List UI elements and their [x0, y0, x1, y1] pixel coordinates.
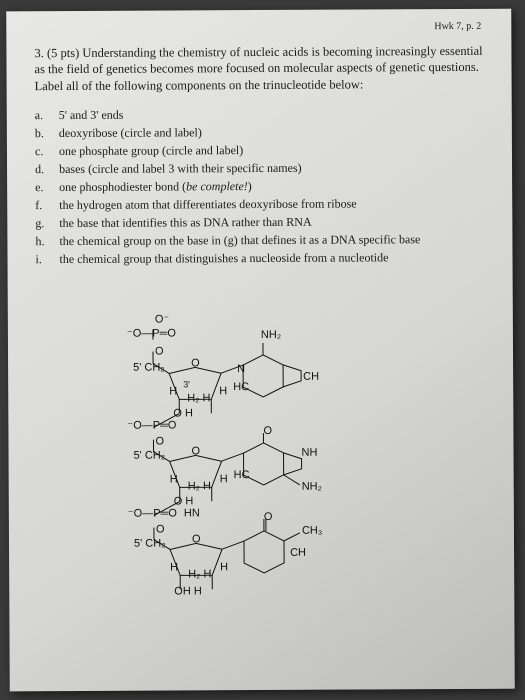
chem-base-ch: CH [303, 372, 319, 383]
item-label: g. [35, 214, 49, 232]
chem-h-pair-c: H₂ H [188, 569, 211, 580]
chem-nh: NH [302, 448, 318, 459]
item-label: c. [35, 142, 49, 160]
chem-phosphate3: ⁻O—P═O [128, 508, 177, 519]
chem-o: O [155, 347, 164, 358]
chem-h-right: H [219, 386, 227, 397]
item-text: one phosphate group (circle and label) [59, 141, 243, 160]
chem-base-n: N [237, 364, 245, 375]
chem-3prime: 3' [183, 380, 190, 389]
list-item: i. the chemical group that distinguishes … [35, 248, 484, 268]
question-prefix: 3. (5 pts) [34, 46, 82, 60]
chem-o-h-b: O H [174, 496, 194, 507]
chem-ch3: CH₃ [302, 526, 322, 537]
item-label: i. [35, 250, 49, 268]
chem-sugar-o-c: O [192, 534, 201, 545]
item-label: e. [35, 178, 49, 196]
list-item: f. the hydrogen atom that differentiates … [35, 194, 484, 214]
page-header-right: Hwk 7, p. 2 [434, 21, 481, 32]
chem-5prime-ch2: 5' CH₂ [133, 363, 164, 374]
chem-h-pair-b: H₂ H [188, 481, 211, 492]
question-text: 3. (5 pts) Understanding the chemistry o… [34, 43, 483, 94]
components-list: a. 5' and 3' ends b. deoxyribose (circle a… [35, 104, 485, 268]
page: Hwk 7, p. 2 3. (5 pts) Understanding the… [6, 9, 515, 692]
list-item: b. deoxyribose (circle and label) [35, 122, 484, 142]
chem-h-right-c: H [220, 562, 228, 573]
chem-h-right-b: H [220, 474, 228, 485]
item-label: f. [35, 196, 49, 214]
chem-sugar-o: O [191, 358, 200, 369]
chem-h-left-c: H [170, 562, 178, 573]
chem-phosphate: ⁻O—P═O [127, 328, 176, 339]
chem-base-hc-b: HC [234, 470, 250, 481]
list-item: a. 5' and 3' ends [35, 104, 484, 124]
chem-o-double-c: O [264, 512, 273, 523]
chem-nh2: NH₂ [261, 330, 281, 341]
chem-o-double: O [263, 426, 272, 437]
chem-h-left-b: H [170, 474, 178, 485]
chem-ch: CH [290, 548, 306, 559]
chem-o-h: O H [173, 408, 193, 419]
list-item: h. the chemical group on the base in (g) … [35, 230, 484, 250]
item-text: 5' and 3' ends [59, 105, 124, 123]
chem-base-hc: HC [233, 382, 249, 393]
list-item: e. one phosphodiester bond (be complete!) [35, 176, 484, 196]
item-text: bases (circle and label 3 with their spe… [59, 159, 302, 178]
item-label: a. [35, 106, 49, 124]
item-text: one phosphodiester bond (be complete!) [59, 177, 252, 196]
chem-o3: O [156, 525, 165, 536]
chem-5prime-ch2-b: 5' CH₂ [134, 451, 165, 462]
item-text: the hydrogen atom that differentiates de… [59, 194, 356, 214]
item-text: the chemical group on the base in (g) th… [59, 230, 420, 250]
chem-5prime-ch2-c: 5' CH₂ [134, 539, 165, 550]
chem-nh2-b: NH₂ [302, 482, 322, 493]
list-item: g. the base that identifies this as DNA r… [35, 212, 484, 232]
item-text: deoxyribose (circle and label) [59, 123, 202, 142]
chem-hn: HN [184, 508, 200, 519]
chem-phosphate2: ⁻O—P═O [127, 420, 176, 431]
chem-o-minus: O⁻ [155, 314, 169, 325]
item-label: h. [35, 232, 49, 250]
chem-h-left: H [169, 386, 177, 397]
item-text: the base that identifies this as DNA rat… [59, 212, 311, 231]
chem-o2: O [155, 437, 164, 448]
chem-sugar-o-b: O [192, 446, 201, 457]
chem-h-pair: H₂ H [187, 393, 210, 404]
item-text: the chemical group that distinguishes a … [59, 248, 388, 268]
italic-note: be complete! [186, 179, 248, 193]
list-item: d. bases (circle and label 3 with their s… [35, 158, 484, 178]
item-label: b. [35, 124, 49, 142]
chem-oh-h: OH H [174, 586, 202, 597]
list-item: c. one phosphate group (circle and label) [35, 140, 484, 160]
question-body: Understanding the chemistry of nucleic a… [34, 44, 482, 93]
item-label: d. [35, 160, 49, 178]
